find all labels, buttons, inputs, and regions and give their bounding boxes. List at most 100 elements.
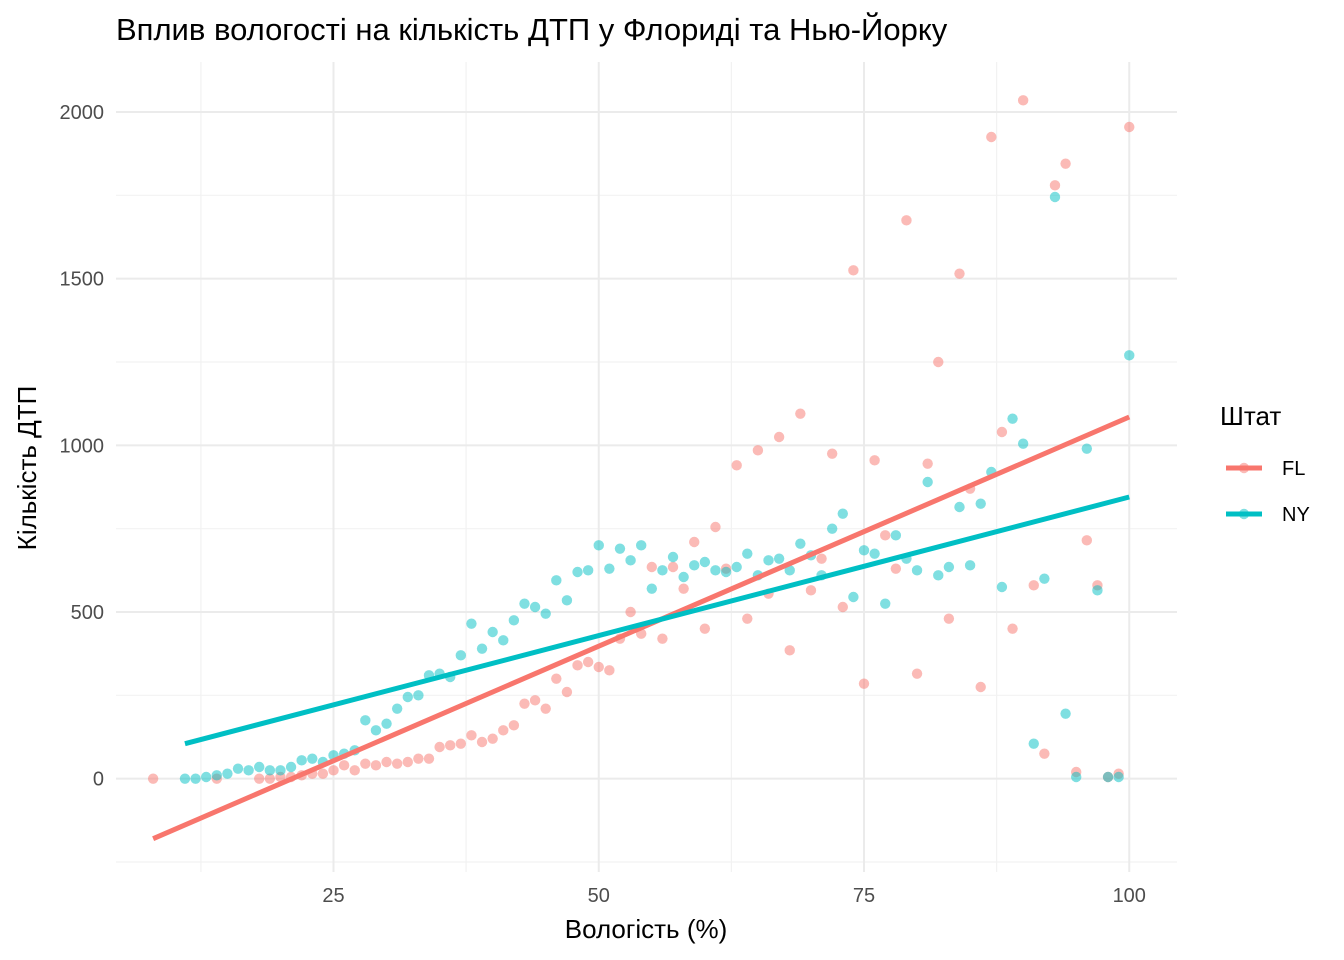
point-ny xyxy=(582,565,594,576)
point-ny xyxy=(275,765,286,776)
point-fl xyxy=(731,460,742,471)
point-ny xyxy=(381,718,392,729)
point-fl xyxy=(848,265,859,276)
point-fl xyxy=(784,645,795,656)
x-axis-ticks: 25 50 75 100 xyxy=(322,885,1146,907)
point-ny xyxy=(391,703,403,714)
legend-point-ny xyxy=(1238,508,1250,520)
point-fl xyxy=(328,765,339,776)
point-ny xyxy=(307,753,318,764)
x-tick-label: 75 xyxy=(853,885,875,907)
point-fl xyxy=(901,215,912,226)
point-fl xyxy=(604,665,615,676)
point-ny xyxy=(996,581,1008,593)
point-fl xyxy=(1017,95,1029,106)
point-ny xyxy=(933,570,944,581)
point-ny xyxy=(211,770,222,781)
point-fl xyxy=(476,736,488,748)
point-ny xyxy=(1081,443,1093,454)
point-fl xyxy=(922,458,933,469)
point-fl xyxy=(689,536,700,548)
point-ny xyxy=(614,543,626,554)
point-ny xyxy=(551,575,562,586)
point-ny xyxy=(858,545,870,556)
point-ny xyxy=(1007,413,1018,424)
minor-gridlines xyxy=(116,62,1177,872)
point-fl xyxy=(360,758,371,769)
point-fl xyxy=(657,633,668,644)
point-ny xyxy=(678,571,689,583)
point-ny xyxy=(455,650,467,661)
point-fl xyxy=(338,760,350,771)
point-fl xyxy=(933,356,944,368)
point-ny xyxy=(837,508,848,519)
point-ny xyxy=(1092,585,1103,596)
point-fl xyxy=(880,530,891,541)
point-fl xyxy=(582,656,594,668)
point-fl xyxy=(572,660,583,671)
legend-label-fl: FL xyxy=(1282,458,1305,480)
point-ny xyxy=(243,765,254,776)
point-fl xyxy=(487,733,498,744)
point-ny xyxy=(540,608,551,619)
point-fl xyxy=(943,613,955,624)
point-fl xyxy=(646,561,658,573)
point-fl xyxy=(699,623,711,634)
point-fl xyxy=(529,695,541,706)
point-ny xyxy=(742,548,753,559)
point-fl xyxy=(1060,158,1071,169)
point-fl xyxy=(742,613,753,624)
point-fl xyxy=(1124,121,1135,133)
point-ny xyxy=(773,553,785,564)
point-fl xyxy=(890,563,902,574)
point-fl xyxy=(370,760,382,771)
point-fl xyxy=(816,553,827,564)
point-fl xyxy=(413,753,424,764)
point-fl xyxy=(795,408,806,419)
x-tick-label: 25 xyxy=(322,885,344,907)
point-fl xyxy=(519,698,530,709)
legend-point-fl xyxy=(1238,462,1250,474)
point-ny xyxy=(848,591,859,603)
point-ny xyxy=(370,725,382,736)
point-ny xyxy=(657,565,668,576)
x-axis-title: Вологість (%) xyxy=(565,914,728,944)
point-ny xyxy=(413,690,424,701)
point-ny xyxy=(604,563,615,574)
point-fl xyxy=(391,758,403,769)
y-tick-label: 1500 xyxy=(60,269,105,291)
point-ny xyxy=(954,501,965,513)
point-fl xyxy=(678,583,689,594)
point-fl xyxy=(869,455,880,466)
point-fl xyxy=(858,678,870,689)
point-fl xyxy=(508,720,520,731)
point-fl xyxy=(773,431,785,443)
point-ny xyxy=(561,595,573,606)
point-ny xyxy=(466,618,477,629)
y-tick-label: 0 xyxy=(93,769,104,791)
point-fl xyxy=(466,730,477,741)
point-ny xyxy=(699,556,711,568)
point-fl xyxy=(1039,748,1050,759)
point-ny xyxy=(200,771,212,783)
point-ny xyxy=(498,635,509,646)
point-ny xyxy=(1124,350,1135,361)
point-ny xyxy=(360,715,371,726)
point-ny xyxy=(710,565,721,576)
point-fl xyxy=(402,756,413,768)
point-fl xyxy=(954,268,965,279)
points-layer xyxy=(147,95,1135,784)
point-ny xyxy=(285,761,297,773)
point-ny xyxy=(720,566,732,578)
point-fl xyxy=(667,561,679,573)
point-ny xyxy=(625,555,636,566)
point-ny xyxy=(795,538,806,549)
point-fl xyxy=(317,768,329,779)
point-ny xyxy=(179,773,191,784)
point-fl xyxy=(805,585,817,596)
point-fl xyxy=(975,681,986,693)
chart-title: Вплив вологості на кількість ДТП у Флори… xyxy=(116,11,948,47)
point-fl xyxy=(1049,180,1061,191)
point-fl xyxy=(710,521,721,533)
legend-title: Штат xyxy=(1220,401,1281,431)
